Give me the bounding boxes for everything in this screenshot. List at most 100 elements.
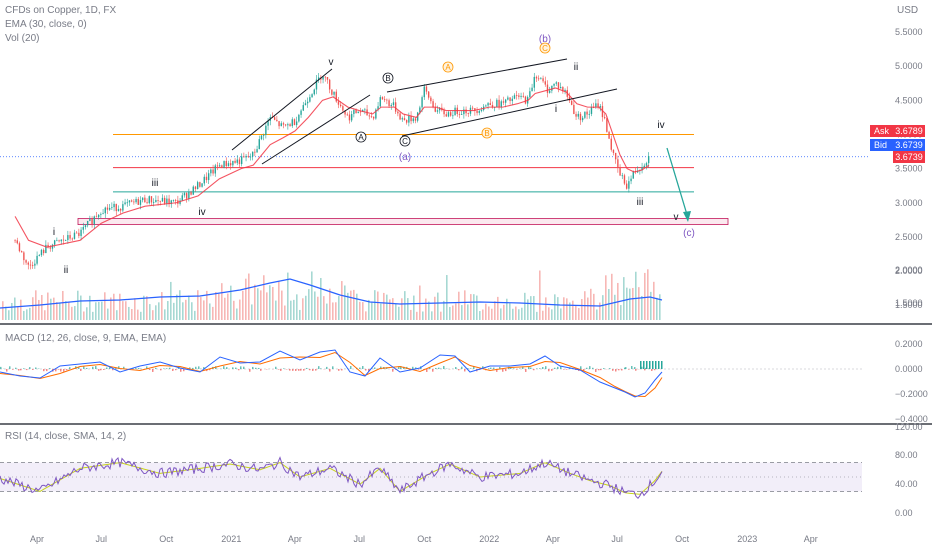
volume-bar <box>530 296 532 320</box>
candle-body <box>313 89 315 95</box>
volume-bar <box>131 308 133 320</box>
volume-bar <box>368 299 370 320</box>
candle-body <box>122 204 124 211</box>
macd-histogram-bar <box>554 367 556 369</box>
macd-histogram-bar <box>332 366 334 369</box>
volume-bar <box>209 303 211 320</box>
volume-bar <box>137 309 139 320</box>
candle-body <box>45 244 47 254</box>
candle-body <box>69 235 71 239</box>
volume-bar <box>362 302 364 320</box>
volume-bar <box>488 306 490 320</box>
volume-bar <box>482 309 484 320</box>
candle-body <box>245 155 247 158</box>
candle-body <box>196 182 199 190</box>
volume-bar <box>83 311 85 320</box>
volume-bar <box>287 272 289 320</box>
rsi-axis-tick: 80.00 <box>895 450 918 460</box>
volume-bar <box>245 278 247 320</box>
candle-body <box>207 173 210 181</box>
macd-histogram-bar <box>78 367 80 369</box>
macd-axis-tick: −0.4000 <box>895 414 928 424</box>
wave-label: iii <box>637 197 644 208</box>
macd-histogram-bar <box>112 369 114 371</box>
candle-body <box>221 165 223 168</box>
wave-label: A <box>445 63 451 72</box>
candle-body <box>205 176 208 181</box>
volume-bar <box>494 301 496 320</box>
volume-bar <box>308 289 310 320</box>
macd-histogram-bar <box>135 368 137 369</box>
macd-histogram-bar <box>275 366 277 369</box>
macd-histogram-bar <box>467 368 469 369</box>
volume-bar <box>242 290 244 320</box>
candle-body <box>260 135 263 140</box>
volume-bar <box>14 297 16 320</box>
macd-histogram-bar <box>192 367 194 369</box>
trend-channel-line <box>401 88 618 137</box>
candle-body <box>372 116 375 119</box>
candle-body <box>623 175 626 184</box>
volume-bar <box>365 311 367 320</box>
ask-price-value: 3.6789 <box>893 125 925 137</box>
candle-body <box>309 97 311 102</box>
macd-histogram-bar <box>510 367 512 369</box>
macd-histogram-bar <box>592 367 594 369</box>
volume-bar <box>134 298 136 320</box>
candle-body <box>42 249 45 254</box>
price-axis-tick-label: 3.5000 <box>895 164 923 174</box>
trend-channel-line <box>386 58 568 93</box>
macd-histogram-bar <box>473 366 475 369</box>
candle-body <box>117 208 120 212</box>
volume-bar <box>179 290 181 320</box>
candle-body <box>557 82 560 89</box>
candle-body <box>460 114 463 115</box>
candle-body <box>617 159 619 168</box>
rsi-legend[interactable]: RSI (14, close, SMA, 14, 2) <box>5 431 127 442</box>
volume-bar <box>341 281 343 320</box>
macd-histogram-bar <box>98 369 100 371</box>
ema-legend[interactable]: EMA (30, close, 0) <box>5 19 87 30</box>
macd-histogram-bar <box>295 369 297 371</box>
volume-bar <box>191 302 193 320</box>
candle-body <box>302 105 304 111</box>
candle-body <box>405 119 408 123</box>
volume-bar <box>533 296 535 320</box>
volume-bar <box>104 292 106 320</box>
candle-body <box>115 203 117 212</box>
volume-bar <box>194 310 196 320</box>
macd-histogram-bar <box>516 369 518 370</box>
macd-histogram-bar <box>315 369 317 371</box>
candle-body <box>95 216 98 218</box>
macd-histogram-bar <box>320 368 322 369</box>
candle-body <box>524 96 527 104</box>
candle-body <box>537 78 540 80</box>
volume-bar <box>557 297 559 320</box>
candle-body <box>522 95 524 97</box>
volume-bar <box>563 297 565 320</box>
volume-bar <box>188 295 190 320</box>
candle-body <box>174 200 177 201</box>
macd-histogram-bar <box>586 367 588 369</box>
time-axis-tick-label: Oct <box>675 534 690 544</box>
volume-bar <box>515 306 517 320</box>
candle-body <box>58 240 60 242</box>
candle-body <box>361 109 364 112</box>
volume-bar <box>20 299 22 320</box>
macd-histogram-bar <box>6 369 8 372</box>
candle-body <box>438 107 441 111</box>
macd-histogram-bar <box>309 369 311 371</box>
candle-body <box>295 121 298 126</box>
macd-legend[interactable]: MACD (12, 26, close, 9, EMA, EMA) <box>5 333 167 344</box>
last-price-tag: 3.6739 <box>893 151 925 163</box>
candle-body <box>535 76 538 79</box>
volume-legend[interactable]: Vol (20) <box>5 33 40 44</box>
volume-bar <box>173 302 175 320</box>
rsi-axis-tick: 120.00 <box>895 422 923 432</box>
wave-label: C <box>402 137 408 146</box>
volume-bar <box>569 302 571 320</box>
symbol-title[interactable]: CFDs on Copper, 1D, FX <box>5 5 117 16</box>
volume-bar <box>647 269 649 320</box>
volume-bar <box>164 309 166 320</box>
